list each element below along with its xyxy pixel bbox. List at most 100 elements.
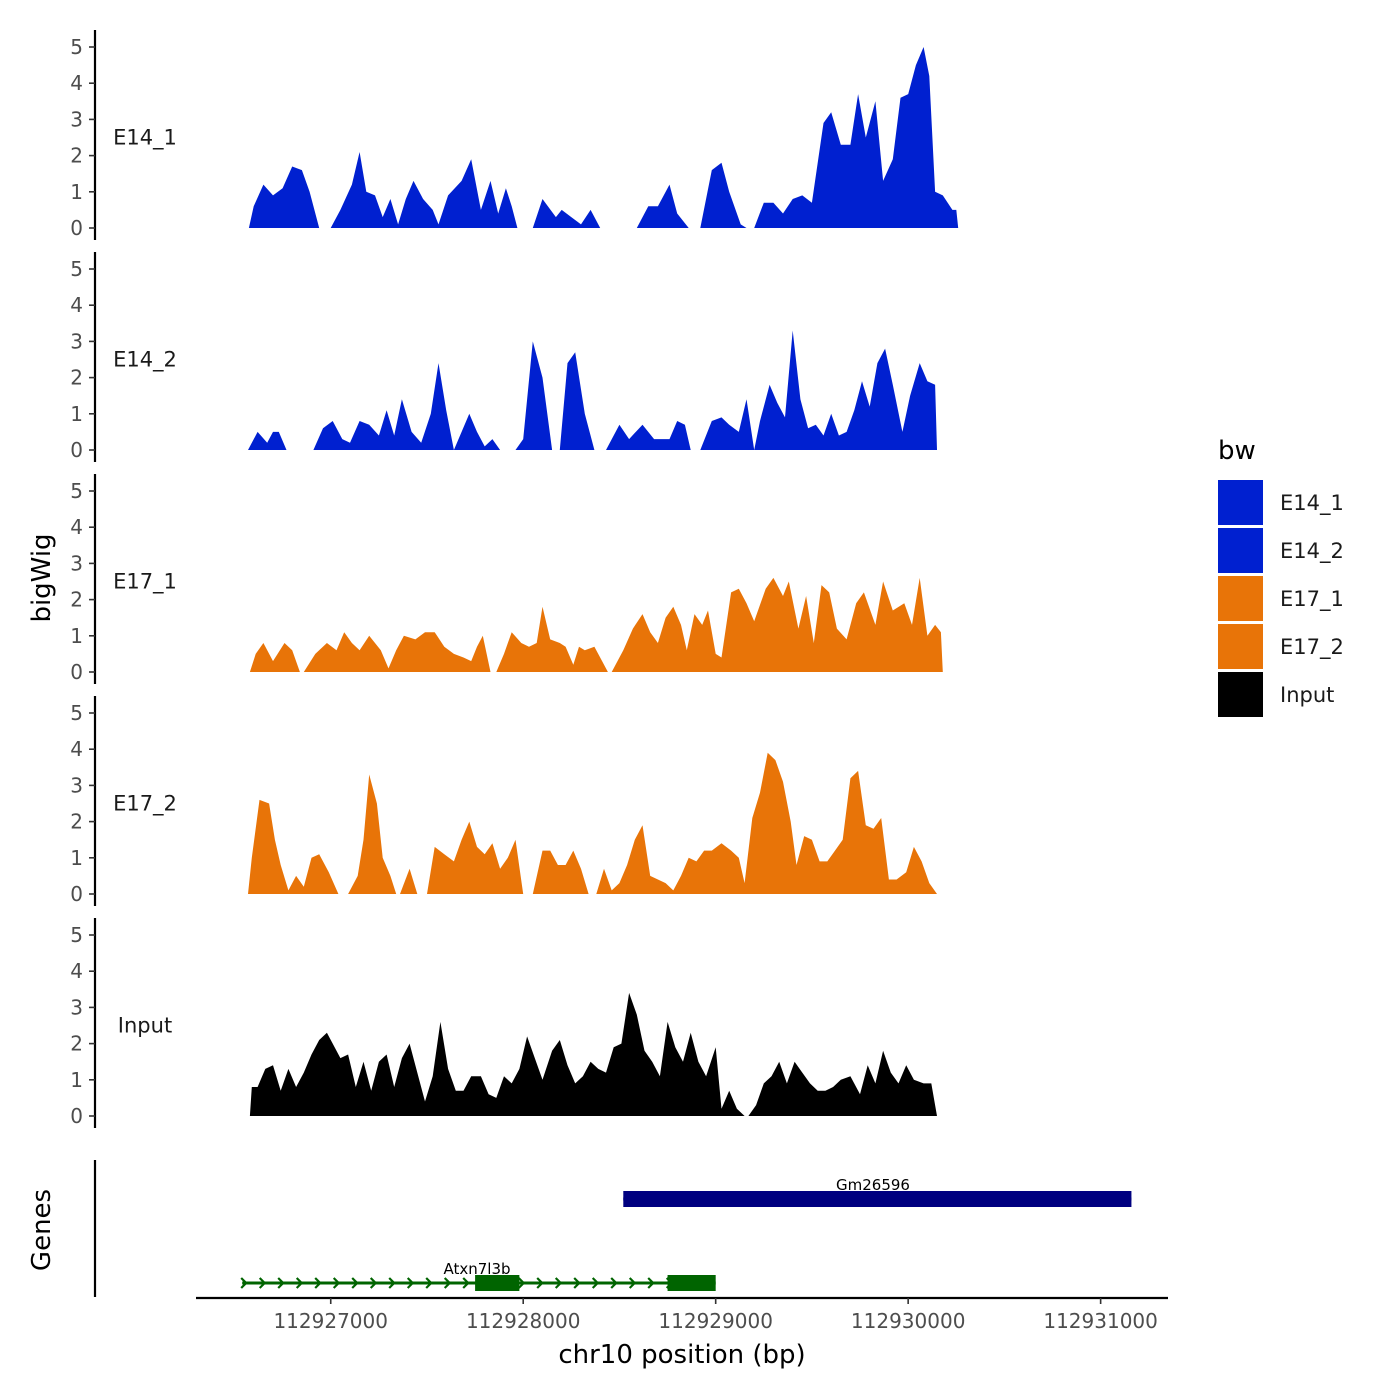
y-tick-label: 3 [70, 107, 83, 131]
strand-chevron [443, 1277, 452, 1289]
genes-panel: Gm26596 Atxn7l3b [93, 1160, 1132, 1297]
signal-area-E17_2 [596, 752, 937, 894]
track-label: E14_2 [113, 348, 177, 373]
y-tick-label: 0 [70, 438, 83, 462]
strand-chevron [462, 1277, 470, 1289]
y-tick-label: 2 [70, 144, 83, 168]
strand-chevron [295, 1277, 304, 1289]
y-tick-label: 2 [70, 366, 83, 390]
legend-swatch [1218, 480, 1263, 525]
signal-area-E17_1 [611, 577, 943, 672]
legend-entry-E17_1: E17_1 [1218, 576, 1344, 621]
signal-area-E17_2 [348, 774, 397, 894]
signal-area-Input [748, 1050, 937, 1116]
legend-swatch [1218, 624, 1263, 669]
strand-chevron [258, 1277, 267, 1289]
strand-chevron [591, 1277, 600, 1289]
strand-chevron [554, 1277, 563, 1289]
signal-area-E14_2 [700, 330, 937, 450]
signal-area-E14_2 [248, 431, 287, 450]
legend-entry-Input: Input [1218, 672, 1334, 717]
legend-swatch [1218, 528, 1263, 573]
signal-area-E14_1 [754, 47, 959, 228]
track-label: Input [118, 1014, 172, 1038]
strand-chevron [240, 1277, 248, 1289]
legend-entry-E14_2: E14_2 [1218, 528, 1344, 573]
y-tick-label: 1 [70, 180, 83, 204]
x-tick-label: 112930000 [851, 1309, 966, 1333]
signal-area-E14_1 [330, 152, 518, 228]
x-tick-label: 112927000 [273, 1309, 388, 1333]
signal-tracks: 0 1 2 3 4 5 E14_1 0 1 2 3 4 5 E14_2 0 1 2 3 4 5 E17_1 0 1 2 3 4 5 E… [70, 30, 959, 1128]
signal-area-E14_2 [559, 352, 595, 450]
y-tick-label: 3 [70, 773, 83, 797]
legend-swatch [1218, 672, 1263, 717]
strand-chevron [388, 1277, 396, 1289]
x-axis: 112927000 112928000 112929000 112930000 1129… [196, 1296, 1168, 1333]
gene-label: Atxn7l3b [443, 1260, 510, 1278]
y-tick-label: 0 [70, 660, 83, 684]
y-tick-label: 4 [70, 737, 83, 761]
legend-label: Input [1280, 683, 1334, 707]
y-tick-label: 5 [70, 701, 83, 725]
y-tick-label: 5 [70, 35, 83, 59]
track-E17_2: 0 1 2 3 4 5 E17_2 [70, 696, 937, 906]
genes-axis-title: Genes [27, 1189, 57, 1271]
y-tick-label: 3 [70, 329, 83, 353]
gene-exon [667, 1275, 716, 1291]
strand-chevron [425, 1277, 433, 1289]
signal-area-E17_2 [427, 821, 524, 894]
signal-area-E14_2 [313, 363, 501, 450]
track-label: E14_1 [113, 126, 177, 151]
signal-area-E17_2 [248, 799, 339, 894]
signal-area-E17_1 [303, 632, 491, 672]
y-tick-label: 0 [70, 882, 83, 906]
y-tick-label: 5 [70, 479, 83, 503]
y-tick-label: 1 [70, 1068, 83, 1092]
strand-chevron [332, 1277, 341, 1289]
y-tick-label: 2 [70, 810, 83, 834]
signal-area-E14_2 [606, 421, 691, 450]
strand-chevron [517, 1277, 526, 1289]
y-tick-label: 4 [70, 515, 83, 539]
y-tick-label: 1 [70, 402, 83, 426]
strand-chevron [277, 1277, 285, 1289]
y-tick-label: 2 [70, 1032, 83, 1056]
y-axis-title: bigWig [27, 533, 57, 622]
signal-area-E14_1 [700, 162, 747, 228]
y-tick-label: 0 [70, 1104, 83, 1128]
x-tick-label: 112931000 [1043, 1309, 1158, 1333]
strand-chevron [647, 1277, 655, 1289]
track-Input: 0 1 2 3 4 5 Input [70, 918, 937, 1128]
gene-Gm26596: Gm26596 [623, 1176, 1132, 1207]
legend: bw E14_1 E14_2 E17_1 E17_2 Input [1218, 436, 1344, 717]
strand-chevron [628, 1277, 637, 1289]
signal-area-E14_1 [532, 199, 601, 228]
gene-Atxn7l3b: Atxn7l3b [240, 1260, 716, 1291]
strand-chevron [536, 1277, 544, 1289]
signal-area-E14_2 [515, 341, 553, 450]
strand-chevron [610, 1277, 618, 1289]
signal-area-E17_2 [400, 868, 418, 894]
track-label: E17_2 [113, 792, 177, 817]
track-E14_2: 0 1 2 3 4 5 E14_2 [70, 252, 937, 462]
y-tick-label: 4 [70, 959, 83, 983]
gene-exon [475, 1275, 520, 1291]
legend-label: E17_2 [1280, 635, 1344, 660]
legend-entry-E17_2: E17_2 [1218, 624, 1344, 669]
y-tick-label: 2 [70, 588, 83, 612]
gene-label: Gm26596 [836, 1176, 910, 1194]
y-tick-label: 0 [70, 216, 83, 240]
track-E17_1: 0 1 2 3 4 5 E17_1 [70, 474, 943, 684]
legend-title: bw [1218, 436, 1256, 466]
legend-swatch [1218, 576, 1263, 621]
track-E14_1: 0 1 2 3 4 5 E14_1 [70, 30, 959, 240]
legend-entry-E14_1: E14_1 [1218, 480, 1344, 525]
y-tick-label: 1 [70, 624, 83, 648]
gene-exon [623, 1191, 1132, 1207]
y-tick-label: 1 [70, 846, 83, 870]
signal-area-Input [249, 992, 745, 1116]
signal-area-E14_1 [636, 184, 689, 228]
x-tick-label: 112928000 [466, 1309, 581, 1333]
